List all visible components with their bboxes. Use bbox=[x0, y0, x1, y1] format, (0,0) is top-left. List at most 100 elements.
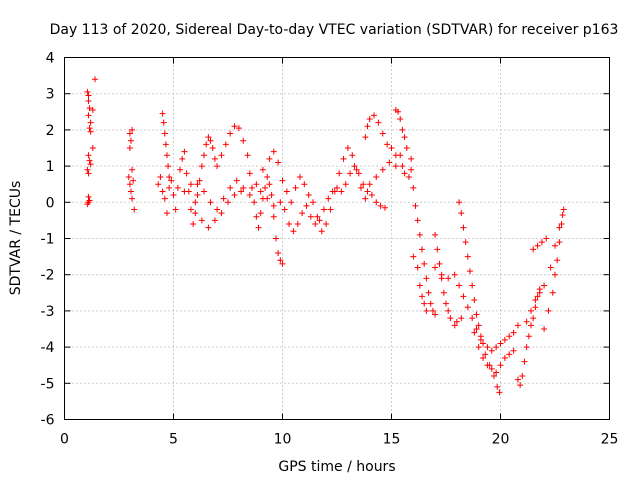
data-point bbox=[473, 311, 480, 318]
data-point bbox=[126, 181, 133, 188]
data-point bbox=[375, 119, 382, 126]
y-tick-label: -2 bbox=[41, 268, 55, 284]
data-point bbox=[366, 116, 373, 123]
data-point bbox=[419, 293, 426, 300]
data-point bbox=[494, 383, 501, 390]
data-point bbox=[344, 145, 351, 151]
x-tick-labels: 0 5 10 15 20 25 bbox=[60, 432, 618, 448]
data-point bbox=[364, 188, 371, 195]
data-point bbox=[201, 188, 208, 195]
data-point bbox=[357, 184, 364, 191]
y-tick-label: -1 bbox=[41, 232, 55, 248]
data-point bbox=[419, 246, 426, 253]
data-point bbox=[227, 130, 234, 137]
data-point bbox=[89, 106, 96, 113]
data-point bbox=[127, 137, 134, 144]
data-point bbox=[543, 235, 550, 242]
data-point bbox=[162, 141, 169, 148]
data-point bbox=[451, 322, 458, 329]
data-point bbox=[155, 181, 162, 188]
data-point bbox=[373, 199, 380, 206]
x-tick-label: 20 bbox=[492, 432, 510, 448]
data-point bbox=[427, 300, 434, 307]
data-point bbox=[187, 206, 194, 213]
data-point bbox=[275, 249, 282, 256]
data-point bbox=[255, 224, 262, 231]
data-point bbox=[421, 300, 428, 307]
data-point bbox=[225, 199, 231, 206]
data-point bbox=[432, 231, 439, 238]
data-point bbox=[347, 170, 354, 177]
data-point bbox=[506, 351, 513, 358]
data-point bbox=[87, 161, 94, 168]
data-point bbox=[364, 123, 371, 130]
data-point bbox=[85, 193, 92, 200]
data-point bbox=[517, 382, 524, 389]
data-point bbox=[556, 224, 563, 231]
chart-title: Day 113 of 2020, Sidereal Day-to-day VTE… bbox=[50, 22, 619, 38]
data-point bbox=[456, 199, 463, 206]
data-point bbox=[556, 239, 563, 246]
data-point bbox=[194, 181, 201, 188]
data-point bbox=[536, 289, 543, 296]
data-point bbox=[429, 307, 436, 314]
data-point bbox=[268, 192, 275, 199]
data-point bbox=[460, 293, 467, 300]
data-point bbox=[86, 105, 93, 112]
data-point bbox=[340, 155, 347, 162]
data-point bbox=[510, 347, 517, 354]
data-point bbox=[480, 340, 487, 347]
y-tick-label: 0 bbox=[46, 195, 55, 211]
data-point bbox=[127, 188, 134, 195]
data-point bbox=[231, 192, 238, 199]
data-point bbox=[484, 362, 491, 369]
data-point bbox=[397, 116, 404, 123]
data-point bbox=[211, 217, 218, 224]
data-point bbox=[299, 210, 306, 217]
data-point bbox=[238, 188, 245, 195]
data-point bbox=[558, 221, 565, 228]
data-point bbox=[475, 344, 482, 351]
data-point bbox=[257, 210, 264, 217]
data-point bbox=[552, 242, 558, 249]
data-point bbox=[469, 315, 476, 322]
data-point bbox=[166, 173, 173, 180]
data-point bbox=[259, 166, 266, 173]
data-point bbox=[288, 199, 295, 206]
data-point bbox=[283, 188, 290, 195]
data-point bbox=[408, 155, 415, 162]
data-point bbox=[275, 159, 282, 166]
data-point bbox=[525, 333, 532, 340]
data-point bbox=[416, 231, 423, 238]
data-point bbox=[214, 163, 221, 170]
data-point bbox=[87, 119, 94, 126]
data-point bbox=[447, 315, 454, 322]
data-point bbox=[85, 199, 92, 206]
data-point bbox=[85, 92, 92, 99]
data-point bbox=[373, 173, 380, 180]
data-point bbox=[416, 282, 423, 289]
data-point bbox=[316, 217, 323, 224]
data-point bbox=[87, 128, 94, 135]
series-early-sparse bbox=[84, 76, 99, 208]
data-point bbox=[320, 206, 327, 213]
data-point bbox=[351, 163, 358, 170]
data-point bbox=[532, 297, 539, 304]
data-point bbox=[240, 137, 247, 144]
data-point bbox=[292, 184, 299, 191]
data-point bbox=[349, 152, 356, 159]
data-point bbox=[560, 206, 567, 213]
data-point bbox=[458, 315, 465, 322]
data-point bbox=[303, 202, 310, 209]
data-point bbox=[414, 217, 421, 224]
data-point bbox=[266, 181, 273, 188]
data-point bbox=[421, 260, 428, 267]
data-point bbox=[477, 333, 484, 340]
data-point bbox=[270, 213, 277, 220]
data-point bbox=[196, 177, 203, 184]
data-point bbox=[126, 130, 133, 137]
data-point bbox=[379, 166, 386, 173]
data-point bbox=[388, 145, 395, 151]
data-point bbox=[179, 155, 186, 162]
